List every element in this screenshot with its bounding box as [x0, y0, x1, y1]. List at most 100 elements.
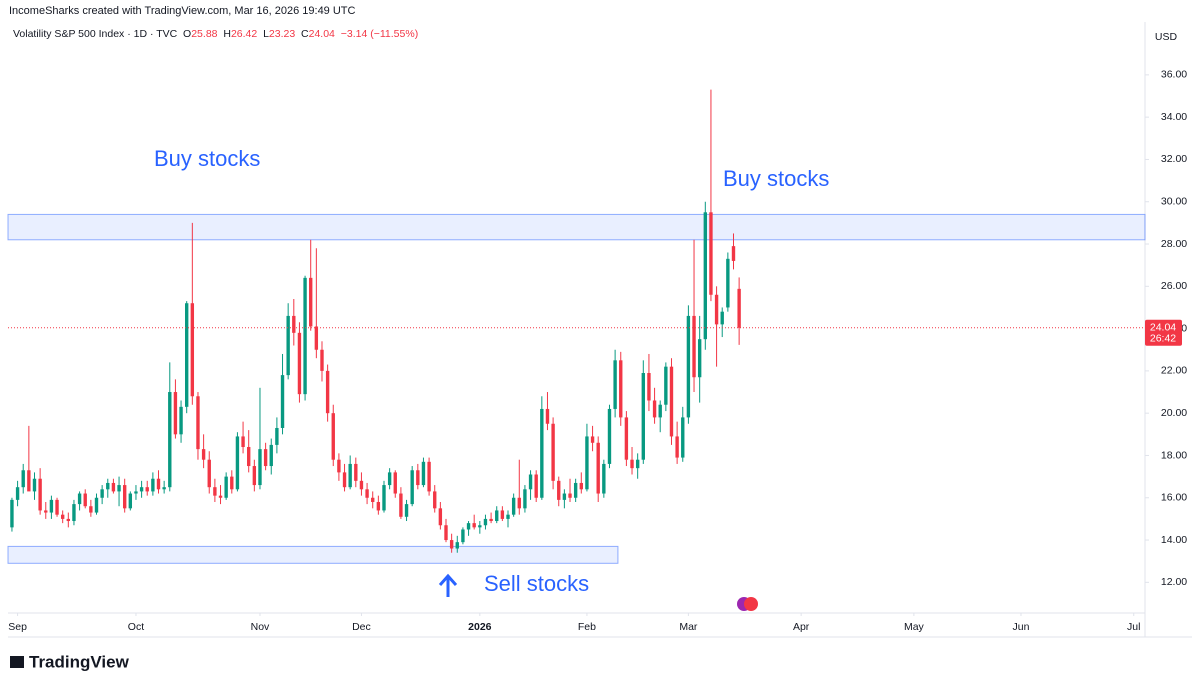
y-tick-label: 32.00 [1161, 153, 1187, 165]
candle-body [726, 258, 730, 308]
ohlc-letter: O [183, 28, 192, 40]
candle-body [393, 472, 397, 494]
candle-body [365, 489, 369, 498]
candle-body [523, 489, 527, 509]
candle-body [461, 529, 465, 543]
candle-body [342, 472, 347, 488]
candle-body [664, 366, 668, 405]
candle-body [235, 436, 240, 490]
candle-body [540, 408, 544, 498]
x-tick-label: 2026 [468, 621, 492, 633]
candle-body [117, 485, 121, 492]
candle-body [478, 525, 482, 528]
candle-body [55, 499, 59, 515]
candle-body [21, 470, 25, 488]
candle-body [49, 499, 54, 513]
candle-body [557, 480, 561, 500]
candle-body [111, 482, 116, 492]
candle-body [173, 392, 178, 435]
arrow [438, 573, 458, 597]
candle-body [404, 504, 409, 517]
candle-body [297, 332, 302, 395]
candle-body [292, 315, 296, 333]
candle-body [77, 493, 82, 505]
candle-body [382, 485, 386, 511]
candle-body [303, 277, 307, 395]
y-tick-label: 12.00 [1161, 576, 1187, 588]
candle-body [731, 246, 736, 261]
y-tick-label: 20.00 [1161, 407, 1187, 419]
header: IncomeSharks created with TradingView.co… [9, 5, 356, 17]
candle-body [122, 485, 127, 509]
candle-body [348, 463, 352, 488]
candle-body [641, 373, 645, 460]
currency: USD [1155, 31, 1178, 43]
price-label: 24.04 [1150, 322, 1176, 334]
candle-body [258, 449, 262, 486]
ohlc-letter: L [263, 28, 269, 40]
candle-body [151, 478, 155, 492]
ohlc-letter: H [223, 28, 231, 40]
candle-body [354, 463, 358, 481]
zone [7, 545, 619, 564]
candle-body [275, 427, 279, 445]
candle-body [652, 400, 657, 418]
ohlc-value: 25.88 [191, 28, 218, 40]
candle-body [66, 518, 71, 522]
candle-body [371, 497, 375, 502]
change: −3.14 (−11.55%) [340, 28, 419, 40]
y-tick-label: 22.00 [1161, 365, 1187, 377]
candle-body [32, 478, 37, 492]
candle-body [585, 436, 589, 490]
candle-body [703, 212, 707, 340]
candle-body [433, 491, 437, 509]
x-tick-label: May [904, 621, 925, 633]
legend: Volatility S&P 500 Index · 1D · TVC O25.… [13, 28, 418, 40]
y-tick-label: 28.00 [1161, 238, 1187, 250]
candle-body [185, 303, 189, 407]
candle-body [495, 510, 499, 522]
candle-body [709, 212, 713, 295]
y-tick-label: 36.00 [1161, 69, 1187, 81]
icon [744, 597, 758, 611]
candle-body [252, 466, 257, 486]
candle-body [100, 489, 104, 498]
candle-body [325, 370, 330, 414]
candle-body [438, 508, 443, 526]
x-tick-label: Jun [1013, 621, 1030, 633]
x-tick-label: Feb [578, 621, 596, 633]
candle-body [675, 436, 679, 458]
candle-body [528, 474, 533, 490]
candle-body [692, 315, 696, 378]
candle-body [145, 487, 149, 492]
candle-body [230, 476, 234, 490]
candle-body [511, 497, 516, 515]
candle-body [416, 470, 420, 486]
candle-body [596, 442, 600, 494]
x-tick-label: Dec [352, 621, 371, 633]
candle-body [517, 497, 521, 509]
candle-body [83, 493, 87, 507]
candle-body [399, 493, 403, 517]
candle-body [421, 461, 426, 486]
candle-body [10, 499, 14, 528]
candle-body [579, 482, 583, 490]
y-tick-label: 26.00 [1161, 280, 1187, 292]
candle-body [44, 510, 48, 513]
candle-body [201, 449, 206, 460]
candle-body [218, 495, 223, 498]
candle-body [190, 303, 195, 397]
candle-body [72, 504, 76, 522]
candle-body [263, 449, 268, 467]
candle-body [427, 461, 431, 492]
candle-body [224, 476, 228, 498]
candle-body [472, 523, 476, 528]
ohlc-value: 26.42 [230, 28, 258, 40]
y-tick-label: 18.00 [1161, 449, 1187, 461]
candle-body [607, 408, 612, 464]
candle-body [286, 315, 290, 376]
candle-body [309, 277, 313, 327]
candle-body [94, 497, 99, 513]
